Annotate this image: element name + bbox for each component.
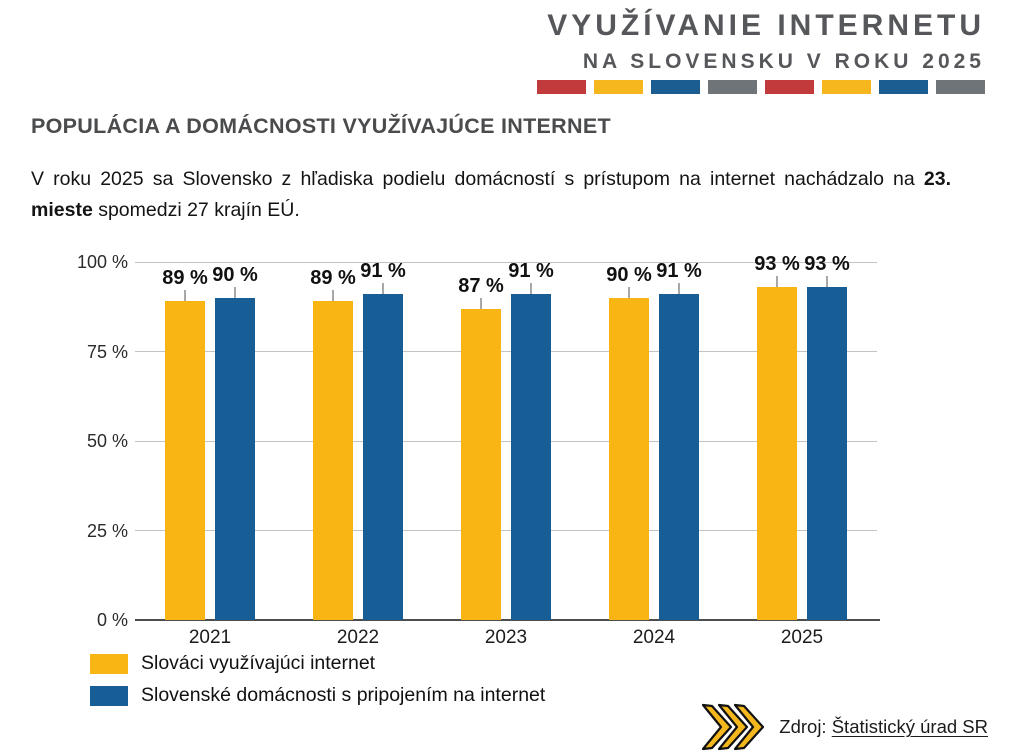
value-leader-2021-series0 [184,290,186,302]
y-axis-label-25: 25 % [86,520,128,541]
legend-swatch-0 [90,653,128,674]
value-label-2022-series1: 91 % [360,260,406,283]
x-axis-line [135,619,880,621]
bar-2021-series1 [215,297,255,620]
legend-item-0: Slováci využívajúci internet [90,652,545,675]
x-axis-label-2025: 2025 [780,627,824,648]
section-heading: POPULÁCIA A DOMÁCNOSTI VYUŽÍVAJÚCE INTER… [31,114,611,138]
strip-block-7 [936,80,985,94]
source-prefix: Zdroj: [779,716,832,737]
x-axis-label-2024: 2024 [632,627,676,648]
bar-2022-series0 [313,301,353,620]
value-label-2025-series1: 93 % [804,253,850,276]
gridline-75 [135,351,877,352]
bar-2024-series0 [609,297,649,620]
y-axis-label-50: 50 % [86,431,128,451]
value-leader-2022-series1 [382,283,384,295]
y-axis-label-0: 0 % [96,610,128,630]
x-axis-label-2022: 2022 [336,627,380,648]
legend-swatch-1 [90,685,128,706]
header: VYUŽÍVANIE INTERNETU NA SLOVENSKU V ROKU… [547,9,985,74]
value-leader-2024-series1 [678,283,680,295]
strip-block-5 [822,80,871,94]
page-title: VYUŽÍVANIE INTERNETU [547,9,985,42]
intro-paragraph: V roku 2025 sa Slovensko z hľadiska podi… [31,164,951,226]
strip-block-1 [594,80,643,94]
value-label-2024-series1: 91 % [656,260,702,283]
bar-2022-series1 [363,294,403,620]
value-label-2021-series1: 90 % [212,263,258,286]
gridline-50 [135,440,877,442]
intro-text-post: spomedzi 27 krajín EÚ. [92,199,300,221]
value-leader-2023-series1 [530,283,532,295]
gridline-25 [135,530,877,531]
gridline-100 [135,261,877,263]
y-axis-label-75: 75 % [86,341,128,362]
value-leader-2023-series0 [480,297,482,309]
value-label-2024-series0: 90 % [606,263,652,286]
value-label-2023-series0: 87 % [458,274,504,297]
value-leader-2025-series1 [826,276,828,288]
intro-text-pre: V roku 2025 sa Slovensko z hľadiska podi… [31,168,924,190]
chart-legend: Slováci využívajúci internet Slovenské do… [90,652,545,707]
value-label-2025-series0: 93 % [754,253,800,276]
value-label-2021-series0: 89 % [162,267,208,290]
strip-block-6 [879,80,928,94]
value-leader-2024-series0 [628,286,630,298]
bar-2023-series1 [511,294,551,620]
color-strip [537,80,985,94]
legend-label-0: Slováci využívajúci internet [141,652,376,674]
strip-block-4 [765,80,814,94]
intro-text-bold: 23. mieste [31,168,951,221]
source-text: Zdroj: Štatistický úrad SR [779,716,988,738]
bar-2024-series1 [659,294,699,620]
page-subtitle: NA SLOVENSKU V ROKU 2025 [582,50,985,73]
bar-2023-series0 [461,308,501,620]
value-leader-2021-series1 [234,286,236,298]
value-leader-2022-series0 [332,290,334,302]
triple-arrow-icon [702,703,765,751]
value-label-2022-series0: 89 % [310,267,356,290]
strip-block-0 [537,80,586,94]
y-axis-label-100: 100 % [76,252,128,272]
source-link[interactable]: Štatistický úrad SR [831,716,988,737]
source-footer: Zdroj: Štatistický úrad SR [701,703,988,751]
bar-2025-series1 [807,287,847,620]
value-leader-2025-series0 [776,276,778,288]
value-label-2023-series1: 91 % [508,260,554,283]
bar-2025-series0 [757,287,797,620]
bar-2021-series0 [165,301,205,620]
x-axis-label-2021: 2021 [188,627,232,648]
legend-label-1: Slovenské domácnosti s pripojením na int… [141,684,546,706]
strip-block-3 [708,80,757,94]
x-axis-label-2023: 2023 [484,627,528,648]
legend-item-1: Slovenské domácnosti s pripojením na int… [90,684,545,707]
strip-block-2 [651,80,700,94]
